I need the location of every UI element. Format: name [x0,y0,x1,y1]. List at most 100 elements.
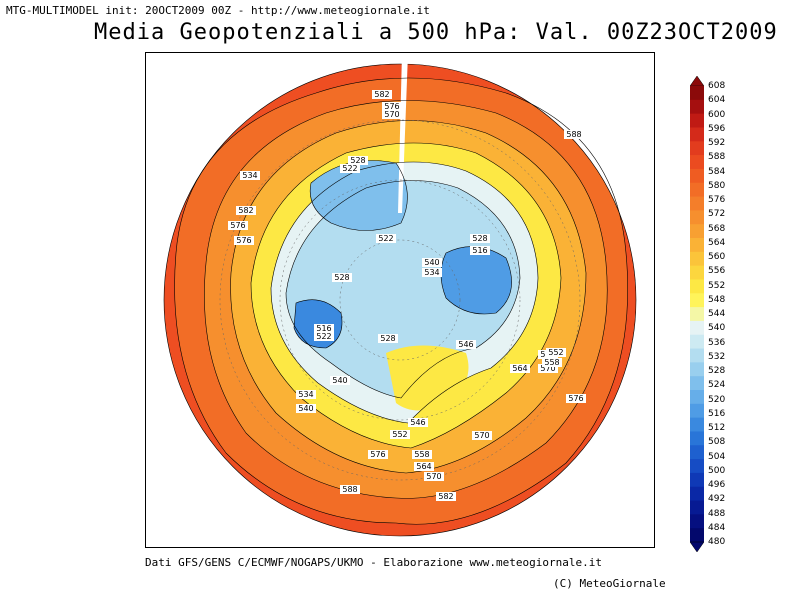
contour-label-bg [376,234,396,243]
contour-label-bg [546,348,566,357]
colorbar-scale [690,76,704,552]
contour-label: 540 [298,404,313,413]
colorbar-level-label: 548 [708,294,726,305]
contour-label-bg [340,164,360,173]
contour-label: 576 [230,221,245,230]
colorbar-level-label: 560 [708,252,726,262]
colorbar-level-label: 588 [708,152,726,163]
colorbar-level-label: 568 [708,223,726,234]
contour-label: 516 [472,246,487,255]
contour-label: 528 [472,234,487,243]
colorbar-swatch [690,362,704,377]
contour-label: 576 [236,236,251,245]
contour-label: 576 [568,394,583,403]
colorbar-swatch [690,376,704,391]
colorbar-swatch [690,141,704,156]
contour-label-bg [382,110,402,119]
colorbar-level-label: 492 [708,494,726,505]
colorbar-level-label: 576 [708,195,726,205]
colorbar-swatch [690,334,704,350]
contour-label: 558 [544,358,559,367]
colorbar-swatch [690,182,704,198]
contour-label-bg [378,334,398,343]
contour-label-bg [332,273,352,282]
colorbar-level-label: 500 [708,465,726,476]
colorbar [690,76,704,552]
contour-label-bg [470,246,490,255]
colorbar-level-label: 556 [708,266,726,277]
contour-label: 534 [298,390,313,399]
contour-label: 546 [458,340,473,349]
colorbar-bottom-arrow [690,541,704,552]
contour-label: 570 [384,110,399,119]
colorbar-level-label: 552 [708,280,726,291]
contour-label: 570 [474,431,489,440]
contour-label-bg [422,258,442,267]
contour-label: 552 [548,348,563,357]
contour-label: 528 [380,334,395,343]
colorbar-swatch [690,210,704,225]
colorbar-level-label: 608 [708,81,726,91]
colorbar-level-label: 572 [708,209,726,220]
colorbar-level-label: 504 [708,451,726,462]
map-canvas: 5825765705885345285225285225165405345465… [163,53,637,537]
contour-label: 552 [392,430,407,439]
contour-label: 522 [316,332,331,341]
colorbar-level-label: 604 [708,95,726,106]
contour-label-bg [348,156,368,165]
colorbar-level-label: 480 [708,537,726,547]
contour-labels: 5825765705885345285225285225165405345465… [228,90,586,501]
colorbar-swatch [690,486,704,502]
contour-label: 534 [424,268,439,277]
latitude-circles [219,119,581,481]
contour-label: 582 [438,492,453,501]
colorbar-level-label: 528 [708,366,726,376]
contour-label-bg [412,450,432,459]
colorbar-swatch [690,348,704,363]
contour-label: 588 [566,130,581,139]
colorbar-swatch [690,293,704,308]
contour-label-bg [472,431,492,440]
contour-label: 576 [370,450,385,459]
colorbar-level-label: 488 [708,508,726,519]
contour-label-bg [510,364,530,373]
colorbar-swatch [690,251,704,267]
colorbar-swatch [690,459,704,474]
contour-label: 540 [332,376,347,385]
colorbar-level-label: 516 [708,408,726,419]
contour-label: 558 [414,450,429,459]
model-run-info: MTG-MULTIMODEL init: 20OCT2009 00Z - htt… [6,4,430,17]
colorbar-level-label: 600 [708,109,726,120]
contour-label-bg [424,472,444,481]
contour-label-bg [382,102,402,111]
colorbar-swatch [690,307,704,322]
contour-label-bg [408,418,428,427]
map-disc [164,64,636,536]
colorbar-level-label: 592 [708,138,726,148]
contour-label-bg [330,376,350,385]
contour-label-bg [422,268,442,277]
contour-label: 534 [242,171,257,180]
contour-label: 540 [424,258,439,267]
geopotential-map: 582 576 570 588 534 528 522 528 522 516 540 534 546 5… [145,52,655,548]
contour-label: 564 [512,364,527,373]
colorbar-swatch [690,390,704,405]
colorbar-level-label: 536 [708,337,726,348]
colorbar-level-label: 532 [708,351,726,362]
contour-label: 528 [350,156,365,165]
contour-label: 528 [334,273,349,282]
colorbar-swatch [690,127,704,142]
colorbar-swatch [690,431,704,446]
contour-label-bg [340,485,360,494]
contour-label: 546 [410,418,425,427]
contour-label-bg [314,332,334,341]
contour-label-bg [372,90,392,99]
map-title: Media Geopotenziali a 500 hPa: Val. 00Z2… [94,20,778,45]
contour-label-bg [240,171,260,180]
colorbar-swatch [690,196,704,211]
contour-label-bg [538,364,558,373]
colorbar-swatch [690,168,704,184]
colorbar-swatch [690,279,704,294]
colorbar-swatch [690,472,704,488]
contour-label: 570 [426,472,441,481]
